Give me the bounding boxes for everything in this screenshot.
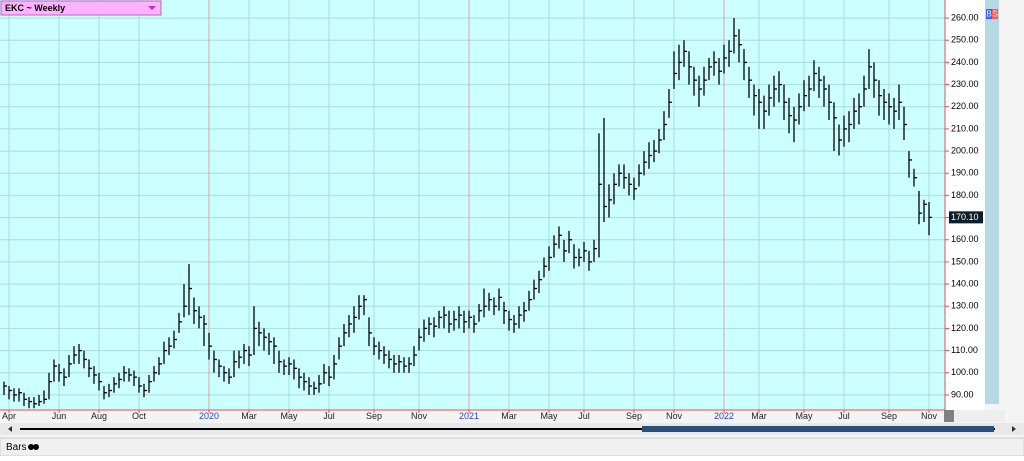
side-strip — [985, 0, 999, 404]
tab-icon[interactable] — [33, 444, 39, 450]
y-tick-label: 150.00 — [951, 256, 979, 266]
tab-icon[interactable] — [28, 444, 34, 450]
x-tick-label: 2022 — [714, 411, 734, 421]
x-tick-label: Oct — [132, 411, 147, 421]
y-tick-label: 260.00 — [951, 12, 979, 22]
last-price-label: 170.10 — [951, 212, 979, 222]
last-price-box — [949, 211, 983, 224]
x-tick-label: May — [280, 411, 298, 421]
x-tick-label: Jun — [52, 411, 67, 421]
y-tick-label: 130.00 — [951, 301, 979, 311]
y-tick-label: 210.00 — [951, 123, 979, 133]
y-axis-bg — [945, 0, 985, 410]
sell-button[interactable] — [992, 9, 998, 19]
y-tick-label: 180.00 — [951, 190, 979, 200]
y-tick-label: 120.00 — [951, 323, 979, 333]
bars-tab[interactable]: Bars — [6, 442, 27, 453]
grid — [0, 0, 945, 410]
dropdown-arrow[interactable] — [148, 6, 156, 10]
y-tick-label: 240.00 — [951, 57, 979, 67]
x-tick-label: Sep — [366, 411, 382, 421]
plot-bg — [0, 0, 945, 410]
scroll-thumb[interactable] — [642, 426, 994, 432]
x-tick-label: Jul — [323, 411, 335, 421]
x-tick-label: Nov — [411, 411, 428, 421]
y-tick-label: 90.00 — [951, 389, 974, 399]
y-tick-label: 200.00 — [951, 145, 979, 155]
x-tick-label: Nov — [666, 411, 683, 421]
scroll-right[interactable] — [1012, 426, 1016, 432]
x-tick-label: Jul — [838, 411, 850, 421]
y-tick-label: 250.00 — [951, 35, 979, 45]
y-tick-label: 100.00 — [951, 367, 979, 377]
x-tick-label: Aug — [91, 411, 107, 421]
y-tick-label: 160.00 — [951, 234, 979, 244]
x-tick-label: 2020 — [199, 411, 219, 421]
x-tick-label: May — [795, 411, 813, 421]
symbol-box[interactable] — [0, 0, 162, 16]
x-tick-label: Mar — [241, 411, 257, 421]
x-tick-label: May — [540, 411, 558, 421]
symbol-label: EKC ~ Weekly — [5, 3, 65, 13]
bars — [3, 18, 932, 409]
x-tick-label: Nov — [921, 411, 938, 421]
scroll-left[interactable] — [8, 426, 12, 432]
y-tick-label: 110.00 — [951, 345, 978, 355]
x-tick-label: Sep — [881, 411, 897, 421]
x-tick-label: Jul — [578, 411, 590, 421]
x-tick-label: Mar — [501, 411, 517, 421]
x-tick-label: 2021 — [459, 411, 479, 421]
y-tick-label: 190.00 — [951, 168, 979, 178]
y-tick-label: 230.00 — [951, 79, 979, 89]
x-tick-label: Sep — [626, 411, 642, 421]
buy-label: B — [986, 10, 991, 19]
buy-button[interactable] — [986, 9, 992, 19]
corner-block — [944, 410, 954, 422]
y-tick-label: 140.00 — [951, 278, 979, 288]
tab-bar — [0, 437, 1024, 457]
y-tick-label: 220.00 — [951, 101, 979, 111]
x-tick-label: Mar — [751, 411, 767, 421]
zoom-controls[interactable] — [955, 410, 1005, 422]
x-tick-label: Apr — [2, 411, 16, 421]
sell-label: S — [992, 10, 997, 19]
